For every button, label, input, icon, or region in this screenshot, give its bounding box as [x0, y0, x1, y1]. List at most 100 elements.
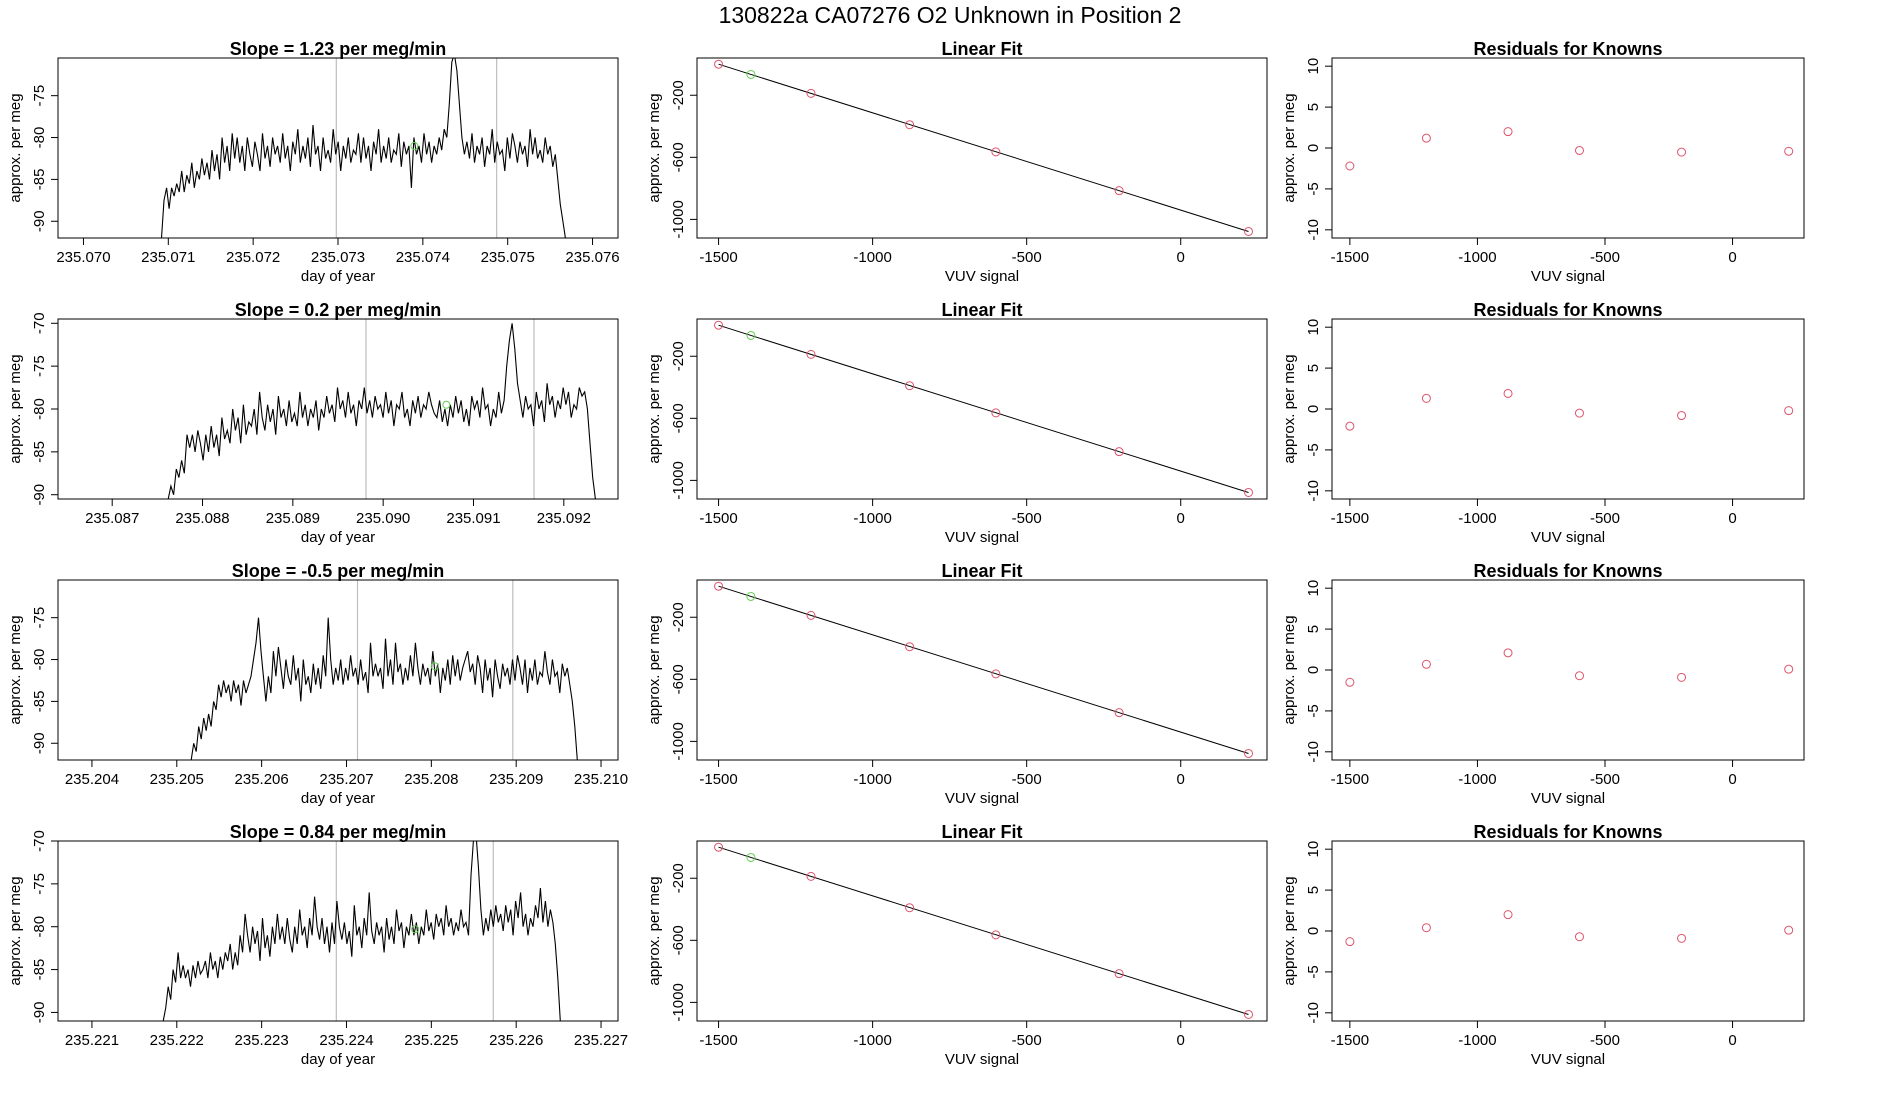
plot-area [1345, 127, 1794, 171]
known-point [1421, 923, 1431, 933]
x-tick-label: 235.074 [396, 249, 450, 266]
y-axis-label: approx. per meg [646, 93, 663, 202]
x-tick-label: -1000 [1458, 771, 1496, 788]
known-point [1244, 487, 1254, 497]
x-tick-label: 235.225 [404, 1032, 458, 1049]
unknown-marker [411, 925, 420, 934]
known-point [1244, 226, 1254, 236]
y-axis-label: approx. per meg [1281, 354, 1298, 463]
chart-panel-linear-fit-3: -1500 -1000 -500 0 -200 -600 -1000 Linear Fit VU… [646, 561, 1268, 807]
known-point [1784, 406, 1794, 416]
known-point [905, 903, 915, 913]
y-tick-label: -85 [31, 691, 48, 713]
known-point [991, 930, 1001, 940]
x-tick-label: 0 [1177, 510, 1185, 527]
x-tick-label: 235.207 [319, 771, 373, 788]
x-tick-label: 235.208 [404, 771, 458, 788]
y-tick-label: -200 [670, 863, 687, 893]
y-tick-label: -5 [1305, 443, 1322, 456]
x-tick-label: 235.204 [65, 771, 119, 788]
x-axis-label: VUV signal [945, 268, 1019, 285]
x-tick-label: 235.070 [56, 249, 110, 266]
plot-area [1345, 648, 1794, 687]
x-tick-label: 235.227 [574, 1032, 628, 1049]
known-point [1503, 648, 1513, 658]
x-tick-label: 235.075 [481, 249, 535, 266]
known-point [991, 147, 1001, 157]
y-tick-label: -75 [31, 85, 48, 107]
x-tick-label: 235.206 [235, 771, 289, 788]
y-axis-label: approx. per meg [1281, 876, 1298, 985]
known-point [806, 349, 816, 359]
y-tick-label: -200 [670, 80, 687, 110]
panel-title: Residuals for Knowns [1473, 822, 1662, 842]
y-tick-label: -200 [670, 341, 687, 371]
chart-panel-linear-fit-1: -1500 -1000 -500 0 -200 -600 -1000 Linear Fit VU… [646, 39, 1268, 285]
y-tick-label: -5 [1305, 704, 1322, 717]
y-tick-label: -1000 [670, 983, 687, 1021]
x-axis-label: VUV signal [945, 529, 1019, 546]
plot-area [167, 319, 596, 499]
x-tick-label: -1000 [1458, 1032, 1496, 1049]
y-axis-label: approx. per meg [646, 615, 663, 724]
y-tick-label: -5 [1305, 965, 1322, 978]
x-tick-label: -500 [1590, 510, 1620, 527]
unknown-point [746, 69, 756, 79]
y-tick-label: -85 [31, 169, 48, 191]
chart-panel-residuals-4: -1500 -1000 -500 0 -10 -5 0 5 10 Residuals for Kn… [1281, 822, 1805, 1068]
y-axis-label: approx. per meg [7, 93, 24, 202]
fit-line [718, 63, 1249, 232]
x-tick-label: -1500 [699, 249, 737, 266]
y-tick-label: 0 [1305, 927, 1322, 935]
y-tick-label: -1000 [670, 722, 687, 760]
x-tick-label: 0 [1177, 249, 1185, 266]
x-tick-label: -1500 [1331, 1032, 1369, 1049]
chart-panel-linear-fit-2: -1500 -1000 -500 0 -200 -600 -1000 Linear Fit VU… [646, 300, 1268, 546]
unknown-point [746, 591, 756, 601]
y-tick-label: -90 [31, 210, 48, 232]
known-point [806, 610, 816, 620]
plot-area [1345, 910, 1794, 947]
y-axis-label: approx. per meg [646, 876, 663, 985]
y-tick-label: -1000 [670, 200, 687, 238]
known-point [1114, 708, 1124, 718]
x-tick-label: 235.089 [266, 510, 320, 527]
x-tick-label: 235.223 [235, 1032, 289, 1049]
x-tick-label: -500 [1012, 510, 1042, 527]
y-tick-label: -75 [31, 607, 48, 629]
x-tick-label: 0 [1728, 1032, 1736, 1049]
y-tick-label: -10 [1305, 741, 1322, 763]
plot-area [1345, 388, 1794, 431]
known-point [1677, 147, 1687, 157]
x-axis-label: VUV signal [945, 1051, 1019, 1068]
x-axis-label: VUV signal [1531, 268, 1605, 285]
y-tick-label: -90 [31, 732, 48, 754]
plot-area [162, 841, 561, 1021]
y-tick-label: -80 [31, 916, 48, 938]
x-tick-label: -1500 [699, 510, 737, 527]
panel-title: Residuals for Knowns [1473, 300, 1662, 320]
y-tick-label: 0 [1305, 405, 1322, 413]
panel-title: Residuals for Knowns [1473, 561, 1662, 581]
known-point [905, 642, 915, 652]
known-point [1503, 127, 1513, 137]
chart-panel-linear-fit-4: -1500 -1000 -500 0 -200 -600 -1000 Linear Fit VU… [646, 822, 1268, 1068]
y-tick-label: -600 [670, 664, 687, 694]
x-tick-label: 235.210 [574, 771, 628, 788]
y-tick-label: 5 [1305, 364, 1322, 372]
plot-frame [1331, 57, 1805, 239]
y-tick-label: 5 [1305, 103, 1322, 111]
panel-title: Linear Fit [941, 822, 1022, 842]
y-tick-label: 0 [1305, 666, 1322, 674]
data-series-line [160, 58, 566, 238]
unknown-point [746, 330, 756, 340]
known-point [905, 381, 915, 391]
known-point [991, 408, 1001, 418]
known-point [1574, 671, 1584, 681]
panel-title: Slope = 0.84 per meg/min [230, 822, 447, 842]
panel-title: Linear Fit [941, 39, 1022, 59]
unknown-point [746, 852, 756, 862]
x-tick-label: 235.072 [226, 249, 280, 266]
known-point [905, 120, 915, 130]
